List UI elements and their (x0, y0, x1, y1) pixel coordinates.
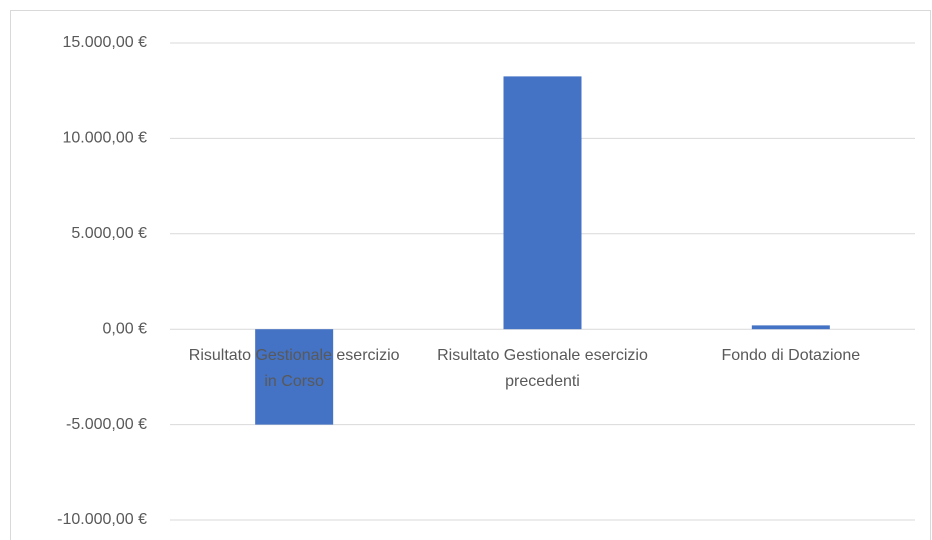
x-tick-label: Fondo di Dotazione (721, 347, 861, 365)
bar (255, 329, 334, 425)
bar (503, 76, 582, 330)
y-tick-label: 15.000,00 € (62, 34, 147, 51)
y-tick-label: 0,00 € (103, 320, 148, 337)
x-tick-label: Risultato Gestionale esercizio precedent… (437, 347, 648, 391)
chart-border (10, 10, 931, 540)
y-tick-label: 10.000,00 € (62, 130, 147, 147)
y-tick-label: 5.000,00 € (71, 225, 147, 242)
y-tick-label: -10.000,00 € (57, 511, 147, 528)
y-tick-label: -5.000,00 € (66, 416, 147, 433)
x-tick-label: Risultato Gestionale esercizio in Corso (188, 347, 400, 391)
bar (751, 325, 830, 330)
